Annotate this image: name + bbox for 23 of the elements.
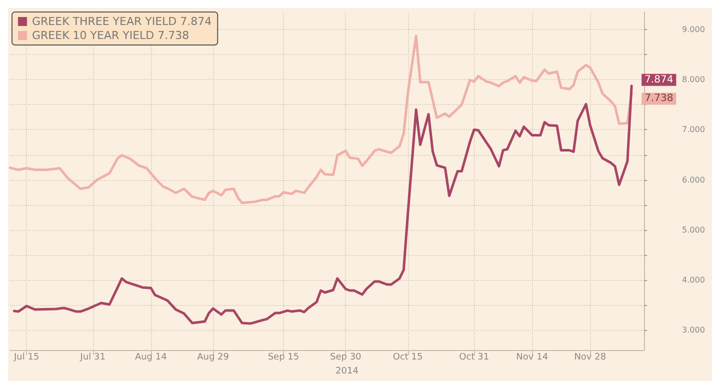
x-tick-label: Sep 15 (268, 352, 300, 363)
y-tick-label: 3.000 (682, 326, 705, 335)
x-tick-label: Aug 14 (134, 352, 168, 363)
y-tick-label: 8.000 (682, 75, 705, 84)
x-tick-label: Aug 29 (197, 352, 230, 363)
data-label: 7.738 (644, 93, 674, 104)
y-tick-label: 7.000 (682, 125, 705, 134)
legend-label: GREEK 10 YEAR YIELD 7.738 (32, 29, 190, 42)
x-tick-label: Nov 28 (574, 352, 606, 363)
x-tick-label: Oct 15 (392, 352, 423, 363)
y-tick-label: 4.000 (682, 275, 705, 284)
legend-label: GREEK THREE YEAR YIELD 7.874 (32, 15, 212, 28)
data-label: 7.874 (644, 74, 674, 86)
x-tick-label: Oct 31 (459, 352, 490, 363)
x-tick-label: Jul 31 (79, 352, 106, 363)
y-tick-label: 6.000 (682, 175, 705, 184)
x-tick-label: Sep 30 (330, 352, 362, 363)
y-tick-label: 5.000 (682, 225, 705, 234)
x-tick-label: Jul 15 (12, 352, 40, 363)
x-axis-title: 2014 (336, 366, 359, 376)
line-series (12, 84, 633, 325)
x-tick-label: Nov 14 (516, 352, 548, 363)
y-tick-label: 9.000 (682, 25, 705, 34)
